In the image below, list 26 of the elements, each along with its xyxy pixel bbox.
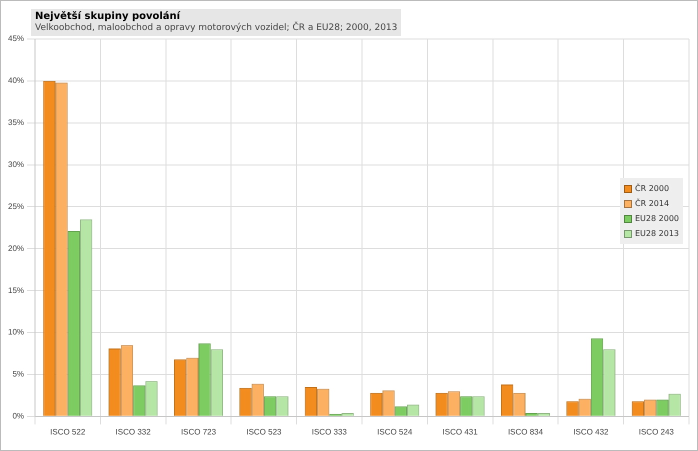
y-tick-label: 40%	[8, 76, 24, 86]
x-tick-label: ISCO 243	[638, 427, 674, 436]
legend-label: EU28 2013	[635, 229, 679, 238]
x-tick-label: ISCO 723	[180, 427, 217, 436]
chart-title: Největší skupiny povolání	[35, 11, 182, 22]
x-tick-label: ISCO 524	[377, 427, 413, 436]
x-tick-label: ISCO 523	[246, 427, 282, 436]
x-tick-label: ISCO 432	[573, 427, 610, 436]
y-tick-label: 10%	[8, 328, 24, 337]
y-tick-label: 45%	[8, 34, 24, 44]
x-tick-label: ISCO 834	[508, 427, 544, 436]
y-tick-label: 15%	[8, 286, 24, 295]
x-tick-label: ISCO 332	[116, 427, 152, 436]
x-tick-label: ISCO 522	[50, 427, 86, 436]
x-tick-label: ISCO 431	[442, 427, 478, 436]
legend-label: ČR 2014	[635, 199, 670, 208]
legend-label: ČR 2000	[635, 184, 670, 193]
y-tick-label: 25%	[8, 202, 24, 211]
y-tick-label: 20%	[8, 244, 24, 253]
y-tick-label: 35%	[8, 118, 24, 128]
x-tick-label: ISCO 333	[312, 427, 348, 436]
y-tick-label: 0%	[12, 412, 24, 421]
chart-subtitle: Velkoobchod, maloobchod a opravy motorových vozidel; ČR a EU28; 2000, 2013	[35, 23, 398, 33]
y-tick-label: 30%	[8, 160, 24, 170]
y-tick-label: 5%	[12, 370, 24, 379]
legend-label: EU28 2000	[635, 214, 679, 223]
